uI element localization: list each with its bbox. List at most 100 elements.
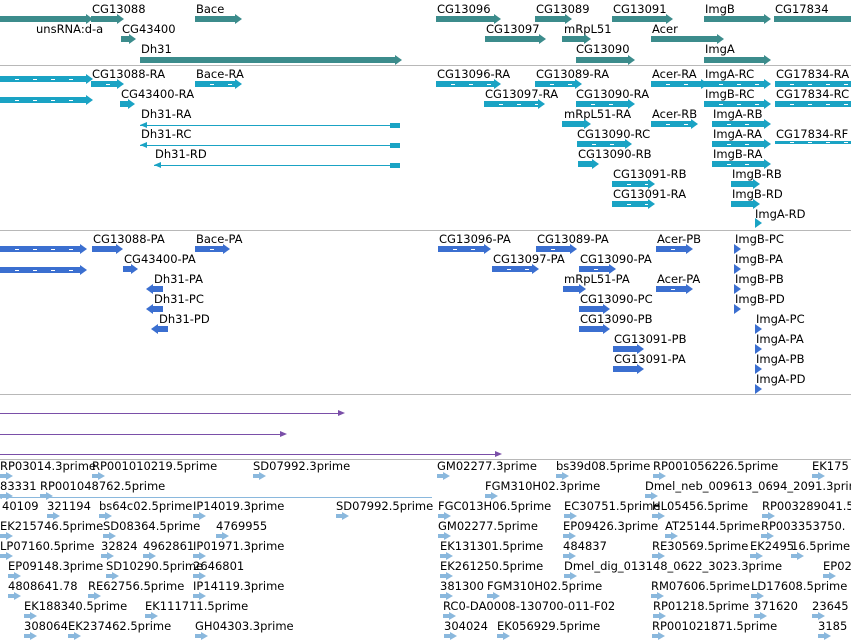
ests-feature-sd10290-5prime-glyph-bar bbox=[106, 574, 112, 578]
ests-feature-ek175-arrow-icon bbox=[818, 472, 825, 480]
proteins-feature-cg13088-pa-glyph-bar bbox=[92, 246, 116, 252]
proteins-feature-imgb-pd-arrow-icon bbox=[734, 304, 741, 314]
feature-label: CG13088 bbox=[92, 2, 146, 16]
ests-feature-32824-arrow-icon bbox=[107, 552, 114, 560]
proteins-feature-acer-pa-glyph-intron bbox=[671, 288, 675, 290]
proteins-feature-cg13090-pb-arrow-icon bbox=[603, 324, 610, 334]
feature-label: 3185 bbox=[818, 619, 848, 633]
alignments-feature-unnamed-arrow-icon bbox=[338, 409, 345, 416]
proteins-feature-dh31-pa-arrow-icon bbox=[146, 284, 153, 294]
genes-feature-cg13089-arrow-icon bbox=[565, 14, 572, 24]
ests-feature-4769955-glyph-bar bbox=[216, 534, 222, 538]
feature-label: 308064 bbox=[24, 619, 68, 633]
ests-feature-rp001048762-5prime-arrow-icon bbox=[46, 492, 53, 500]
proteins-feature-acer-pa-arrow-icon bbox=[686, 284, 693, 294]
feature-label: EK237462.5prime bbox=[68, 619, 172, 633]
ests-feature-40109-glyph-bar bbox=[2, 497, 432, 498]
transcripts-feature-cg17834-ra-glyph-bar bbox=[775, 81, 851, 87]
ests-feature-23645-arrow-icon bbox=[818, 612, 825, 620]
feature-label: 4769955 bbox=[216, 519, 268, 533]
feature-label: ImgB-PD bbox=[735, 292, 785, 306]
transcripts-feature-imgb-rb-glyph-bar bbox=[731, 181, 753, 187]
ests-feature-4962861-glyph-bar bbox=[143, 554, 149, 558]
proteins-feature-cg13097-pa-glyph-intron bbox=[525, 268, 529, 270]
proteins-feature-bace-pa-glyph-intron bbox=[210, 248, 214, 250]
ests-feature-re62756-5prime-arrow-icon bbox=[94, 592, 101, 600]
ests-feature-rp001021871-5prime-glyph-bar bbox=[652, 634, 658, 638]
transcripts-feature-dh31-rd-glyph-exon bbox=[390, 163, 400, 168]
feature-label: RP003289041.5 bbox=[762, 499, 851, 513]
genes-feature-cg17834-glyph-bar bbox=[774, 16, 851, 22]
transcripts-feature-unnamed-glyph-intron bbox=[51, 78, 55, 80]
transcripts-feature-unnamed-glyph-intron bbox=[69, 99, 73, 101]
feature-label: ImgA-PD bbox=[756, 372, 806, 386]
ests-feature-ep029-arrow-icon bbox=[829, 572, 836, 580]
ests-feature-rc0-da0008-130700-011-f02-arrow-icon bbox=[449, 612, 456, 620]
feature-label: EP029 bbox=[823, 559, 851, 573]
feature-label: CG13090 bbox=[576, 42, 630, 56]
ests-feature-sd07992-5prime-arrow-icon bbox=[342, 512, 349, 520]
ests-feature-83331-glyph-bar bbox=[0, 494, 6, 498]
protein-track: CG13088-PA Bace-PA CG43400-PA Dh31-PA Dh31-P… bbox=[0, 231, 851, 394]
alignment-track bbox=[0, 395, 851, 459]
transcripts-feature-cg13090-rc-glyph-bar bbox=[577, 141, 625, 147]
ests-feature-381300-arrow-icon bbox=[446, 592, 453, 600]
ests-feature-484837-arrow-icon bbox=[569, 552, 576, 560]
ests-feature-rp001010219-5prime-glyph-bar bbox=[92, 474, 98, 478]
ests-feature-381300-glyph-bar bbox=[440, 594, 446, 598]
feature-label: IP14119.3prime bbox=[193, 579, 285, 593]
feature-label: CG13091-RB bbox=[613, 167, 687, 181]
feature-label: FGM310H02.3prime bbox=[485, 479, 601, 493]
transcripts-feature-cg13090-rc-arrow-icon bbox=[625, 139, 632, 149]
transcripts-feature-imgb-rc-glyph-intron bbox=[755, 103, 759, 105]
feature-label: CG13090-RC bbox=[577, 127, 651, 141]
feature-label: Dh31-PC bbox=[154, 292, 204, 306]
feature-label: CG13090-RB bbox=[578, 147, 652, 161]
ests-feature-ek175-glyph-bar bbox=[812, 474, 818, 478]
ests-feature-gh04303-3prime-arrow-icon bbox=[201, 632, 208, 640]
transcripts-feature-cg17834-ra-glyph-intron bbox=[826, 83, 830, 85]
transcripts-feature-cg13091-ra-glyph-intron bbox=[627, 203, 631, 205]
genes-feature-acer-glyph-bar bbox=[651, 36, 717, 42]
genes-feature-cg13097-glyph-bar bbox=[485, 36, 539, 42]
feature-label: FGM310H02.5prime bbox=[487, 579, 603, 593]
transcripts-feature-unnamed-glyph-bar bbox=[0, 76, 86, 82]
genes-feature-cg13090-glyph-bar bbox=[576, 57, 628, 63]
feature-label: bs39d08.5prime bbox=[556, 460, 651, 473]
ests-feature-32824-glyph-bar bbox=[101, 554, 107, 558]
proteins-feature-unnamed-arrow-icon bbox=[80, 244, 87, 254]
feature-label: EP09426.3prime bbox=[563, 519, 659, 533]
ests-feature-bs39d08-5prime-arrow-icon bbox=[562, 472, 569, 480]
ests-feature-ek261250-5prime-glyph-bar bbox=[440, 574, 446, 578]
transcripts-feature-imgb-ra-glyph-bar bbox=[712, 161, 764, 167]
transcripts-feature-dh31-rd-glyph-line bbox=[154, 165, 400, 166]
proteins-feature-imgb-pc-arrow-icon bbox=[734, 244, 741, 254]
ests-feature-308064-glyph-bar bbox=[24, 634, 30, 638]
transcripts-feature-cg17834-ra-glyph-intron bbox=[808, 83, 812, 85]
proteins-feature-cg13090-pa-arrow-icon bbox=[609, 264, 616, 274]
proteins-feature-cg13089-pa-glyph-intron bbox=[551, 248, 555, 250]
feature-label: CG13089 bbox=[536, 2, 590, 16]
proteins-feature-cg13091-pb-glyph-bar bbox=[613, 346, 637, 352]
genes-feature-acer-arrow-icon bbox=[717, 34, 724, 44]
transcripts-feature-imgb-rd-arrow-icon bbox=[753, 199, 760, 209]
ests-feature-rp003353750-glyph-bar bbox=[761, 534, 767, 538]
genes-feature-cg13097-arrow-icon bbox=[539, 34, 546, 44]
ests-feature-ip14119-3prime-glyph-bar bbox=[193, 594, 199, 598]
feature-label: IP01971.3prime bbox=[193, 539, 285, 553]
ests-feature-sd07992-3prime-arrow-icon bbox=[259, 472, 266, 480]
genes-feature-imgb-arrow-icon bbox=[764, 14, 771, 24]
feature-label: 2646801 bbox=[193, 559, 245, 573]
ests-feature-2646801-arrow-icon bbox=[199, 572, 206, 580]
proteins-feature-imga-pb-arrow-icon bbox=[755, 364, 762, 374]
ests-feature-23645-glyph-bar bbox=[812, 614, 818, 618]
feature-label: 23645 bbox=[812, 599, 849, 613]
transcripts-feature-imga-rd-arrow-icon bbox=[755, 218, 762, 228]
feature-label: ImgA-RC bbox=[705, 67, 755, 81]
transcripts-feature-imga-rc-arrow-icon bbox=[764, 79, 771, 89]
transcripts-feature-bace-ra-glyph-bar bbox=[195, 81, 235, 87]
ests-feature-rm07606-5prime-arrow-icon bbox=[657, 592, 664, 600]
feature-label: ImgB-RC bbox=[705, 87, 755, 101]
feature-label: ImgA bbox=[705, 42, 735, 56]
feature-label: LD17608.5prime bbox=[751, 579, 848, 593]
